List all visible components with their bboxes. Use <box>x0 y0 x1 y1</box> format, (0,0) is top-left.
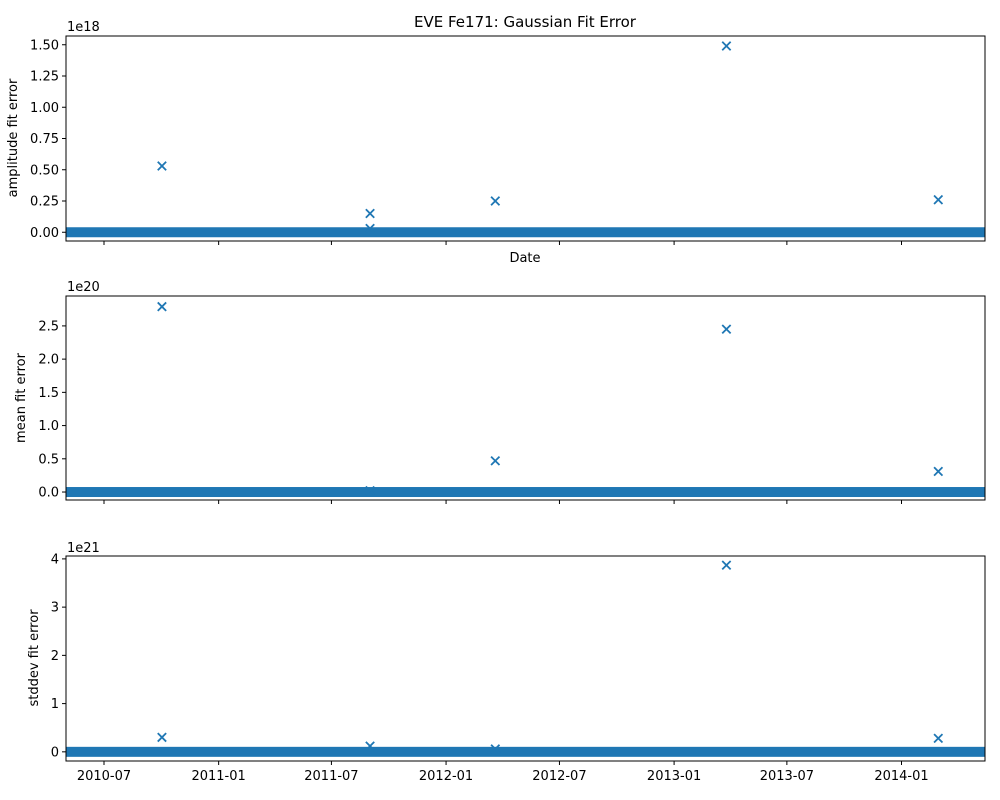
data-point <box>157 161 167 171</box>
data-point-stroke <box>365 208 375 219</box>
data-point <box>721 324 732 335</box>
chart-title: EVE Fe171: Gaussian Fit Error <box>414 13 637 31</box>
data-point-stroke <box>721 41 732 51</box>
data-point <box>933 733 944 744</box>
y-tick-label: 3 <box>51 601 59 616</box>
y-tick-label: 0 <box>51 745 59 760</box>
y-tick-label: 0.5 <box>38 452 59 467</box>
y-tick-label: 1 <box>51 697 59 712</box>
data-point <box>365 223 375 234</box>
data-point <box>933 194 944 205</box>
data-point-stroke <box>490 455 501 466</box>
x-tick-label: 2012-01 <box>419 769 473 784</box>
data-point-stroke <box>157 161 167 171</box>
data-point-stroke <box>721 560 732 571</box>
y-tick-label: 1.25 <box>30 70 59 85</box>
y-tick-label: 2.5 <box>38 319 59 334</box>
data-point-stroke <box>490 744 501 754</box>
data-point-stroke <box>721 324 732 335</box>
x-tick-label: 2011-07 <box>304 769 358 784</box>
data-point-stroke <box>365 741 375 751</box>
data-point-stroke <box>365 485 375 496</box>
y-tick-label: 0.00 <box>30 226 59 241</box>
axes-mean: 0.0 0.5 1.0 1.5 2.0 2.5 <box>38 295 986 504</box>
y-axis-label-amplitude: amplitude fit error <box>6 78 21 197</box>
x-tick-label: 2011-01 <box>191 769 245 784</box>
data-point-stroke <box>365 223 375 234</box>
offset-text-mean: 1e20 <box>67 280 100 295</box>
data-point <box>365 208 375 219</box>
y-tick-label: 1.0 <box>38 419 59 434</box>
y-axis-label-stddev: stddev fit error <box>27 609 42 707</box>
data-point <box>721 560 732 571</box>
data-point <box>365 485 375 496</box>
data-point-stroke <box>157 732 167 743</box>
data-point <box>721 41 732 51</box>
data-point-stroke <box>933 733 944 744</box>
data-point-stroke <box>490 196 501 206</box>
data-point <box>365 741 375 751</box>
baseline-band <box>66 487 985 498</box>
x-tick-label: 2012-07 <box>532 769 586 784</box>
y-axis-label-mean: mean fit error <box>14 352 29 443</box>
y-tick-label: 1.50 <box>30 38 59 53</box>
offset-text-stddev: 1e21 <box>67 541 100 556</box>
data-point <box>490 744 501 754</box>
offset-text-amplitude: 1e18 <box>67 20 100 35</box>
y-tick-label: 1.00 <box>30 101 59 116</box>
data-point <box>157 732 167 743</box>
x-axis-label: Date <box>509 251 540 266</box>
data-point <box>157 301 167 312</box>
y-tick-label: 0.25 <box>30 195 59 210</box>
y-tick-label: 0.0 <box>38 486 59 501</box>
data-point <box>490 196 501 206</box>
y-tick-label: 0.75 <box>30 132 59 147</box>
data-point <box>933 466 944 477</box>
y-tick-label: 2.0 <box>38 353 59 368</box>
axes-frame <box>65 555 986 762</box>
y-tick-label: 4 <box>51 552 59 567</box>
x-tick-label: 2013-01 <box>647 769 701 784</box>
x-tick-label: 2013-07 <box>760 769 814 784</box>
baseline-band <box>66 227 985 238</box>
axes-frame <box>65 295 986 501</box>
baseline-band <box>66 746 985 757</box>
y-tick-label: 0.50 <box>30 163 59 178</box>
data-point-stroke <box>933 466 944 477</box>
axes-amplitude: 0.00 0.25 0.50 0.75 1.00 1.25 1.50 <box>30 35 986 245</box>
axes-frame <box>65 35 986 242</box>
data-point-stroke <box>933 194 944 205</box>
y-tick-label: 1.5 <box>38 386 59 401</box>
x-tick-label: 2010-07 <box>77 769 131 784</box>
data-point <box>490 455 501 466</box>
data-point-stroke <box>157 301 167 312</box>
x-tick-label: 2014-01 <box>874 769 928 784</box>
y-tick-label: 2 <box>51 649 59 664</box>
axes-stddev: 0 1 2 3 4 2010-07 2011-01 2011-07 2012-01 2012-07… <box>51 552 986 784</box>
